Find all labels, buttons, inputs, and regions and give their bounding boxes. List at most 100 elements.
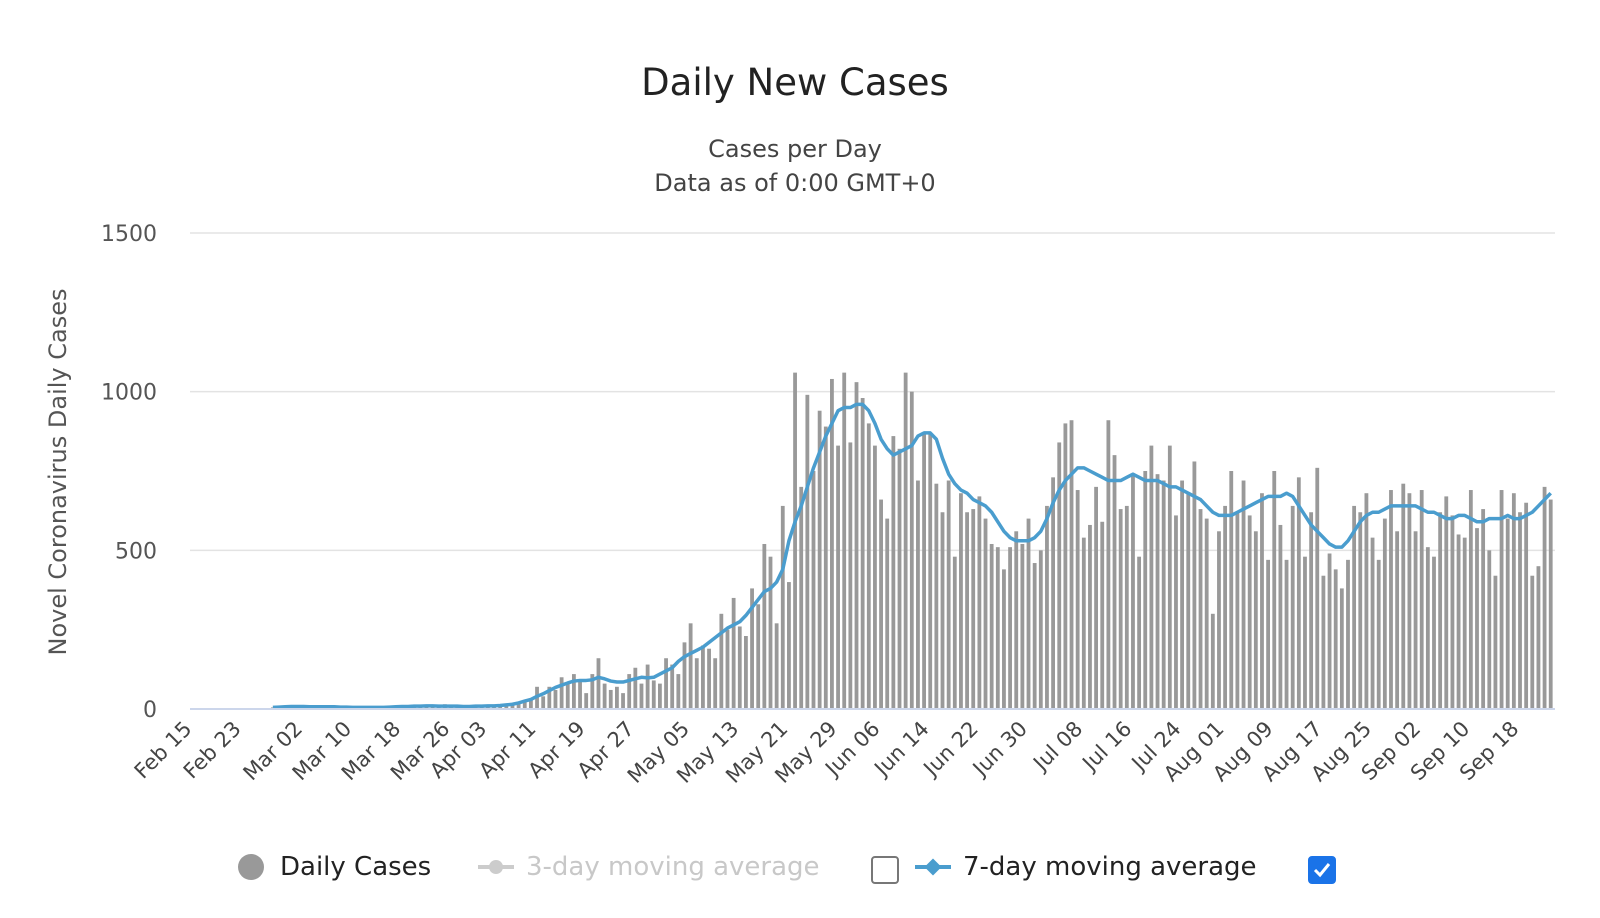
bar[interactable] [995,547,1000,709]
bar[interactable] [903,372,908,709]
bar[interactable] [1100,521,1105,709]
bar[interactable] [658,683,662,709]
bar[interactable] [1124,505,1129,709]
bar[interactable] [793,372,797,709]
bar[interactable] [762,543,767,709]
bar[interactable] [1112,455,1117,709]
bar[interactable] [1167,445,1172,709]
bar[interactable] [1057,442,1062,709]
bar[interactable] [1217,531,1221,709]
bar[interactable] [1032,563,1037,709]
bar[interactable] [1438,512,1443,709]
bar[interactable] [1063,423,1068,709]
bar[interactable] [873,445,877,709]
bar[interactable] [989,543,994,709]
bar[interactable] [1419,490,1424,709]
bar[interactable] [578,680,582,709]
bar[interactable] [719,613,724,709]
bar[interactable] [1069,420,1074,709]
bar[interactable] [1530,575,1535,709]
bar[interactable] [596,658,601,709]
bar[interactable] [805,394,810,709]
bar[interactable] [1020,543,1025,709]
bar[interactable] [1186,493,1191,709]
bar[interactable] [1327,553,1332,709]
bar[interactable] [854,382,859,709]
bar[interactable] [952,556,957,709]
bar[interactable] [1309,512,1314,709]
bar[interactable] [1450,515,1455,709]
bar[interactable] [1229,471,1234,709]
bar[interactable] [1444,496,1449,709]
bar[interactable] [830,378,834,709]
bar[interactable] [1149,445,1154,709]
bar[interactable] [817,410,822,709]
bar[interactable] [602,683,607,709]
bar[interactable] [1475,528,1479,709]
bar[interactable] [1260,493,1264,709]
bar[interactable] [928,432,933,709]
bar[interactable] [1137,556,1142,709]
bar[interactable] [922,432,926,709]
bar[interactable] [1425,547,1430,709]
bar[interactable] [1493,575,1498,709]
bar[interactable] [1462,537,1467,709]
bar[interactable] [547,686,552,709]
bar[interactable] [1382,518,1387,709]
bar[interactable] [504,705,509,709]
bar[interactable] [774,623,779,709]
bar[interactable] [1290,505,1295,709]
bar[interactable] [1339,588,1344,709]
bar[interactable] [1180,480,1185,709]
bar[interactable] [1241,480,1246,709]
bar[interactable] [1389,490,1393,709]
bar[interactable] [1505,518,1510,709]
bar[interactable] [823,426,828,709]
bar[interactable] [1432,556,1436,709]
bar[interactable] [897,448,902,709]
bar[interactable] [1014,531,1019,709]
bar[interactable] [1088,524,1092,709]
bar[interactable] [565,683,570,709]
bar[interactable] [701,645,705,709]
bar[interactable] [1223,505,1228,709]
bar[interactable] [694,658,699,709]
bar[interactable] [1511,493,1516,709]
bar[interactable] [664,658,668,709]
bar[interactable] [848,442,853,709]
bar[interactable] [1321,575,1326,709]
bar[interactable] [559,677,564,709]
bar[interactable] [1161,480,1166,709]
bar[interactable] [1045,505,1049,709]
bar[interactable] [983,518,988,709]
bar[interactable] [1548,499,1553,709]
bar[interactable] [1296,477,1301,709]
bar[interactable] [750,588,754,709]
bar[interactable] [676,674,681,709]
bar[interactable] [1253,531,1258,709]
legend-item-7-day-average[interactable]: 7-day moving average [913,840,1257,894]
bar[interactable] [1026,518,1031,709]
bar[interactable] [725,629,730,709]
bar[interactable] [1524,502,1529,709]
bar[interactable] [1002,569,1006,709]
bar[interactable] [1536,566,1541,709]
bar[interactable] [590,674,595,709]
bar[interactable] [1266,559,1271,709]
bar[interactable] [799,486,804,709]
bar[interactable] [934,483,939,709]
bar[interactable] [1481,509,1486,709]
bar[interactable] [1487,550,1492,709]
bar[interactable] [688,623,693,709]
bar[interactable] [1008,547,1012,709]
bar[interactable] [891,436,896,709]
bar[interactable] [737,626,742,709]
daily-cases-bars[interactable] [270,372,1553,709]
bar[interactable] [1315,467,1320,709]
bar[interactable] [1352,505,1357,709]
bar[interactable] [1081,537,1086,709]
bar[interactable] [811,471,816,709]
bar[interactable] [940,512,945,709]
bar[interactable] [1174,515,1178,709]
bar[interactable] [860,398,865,709]
